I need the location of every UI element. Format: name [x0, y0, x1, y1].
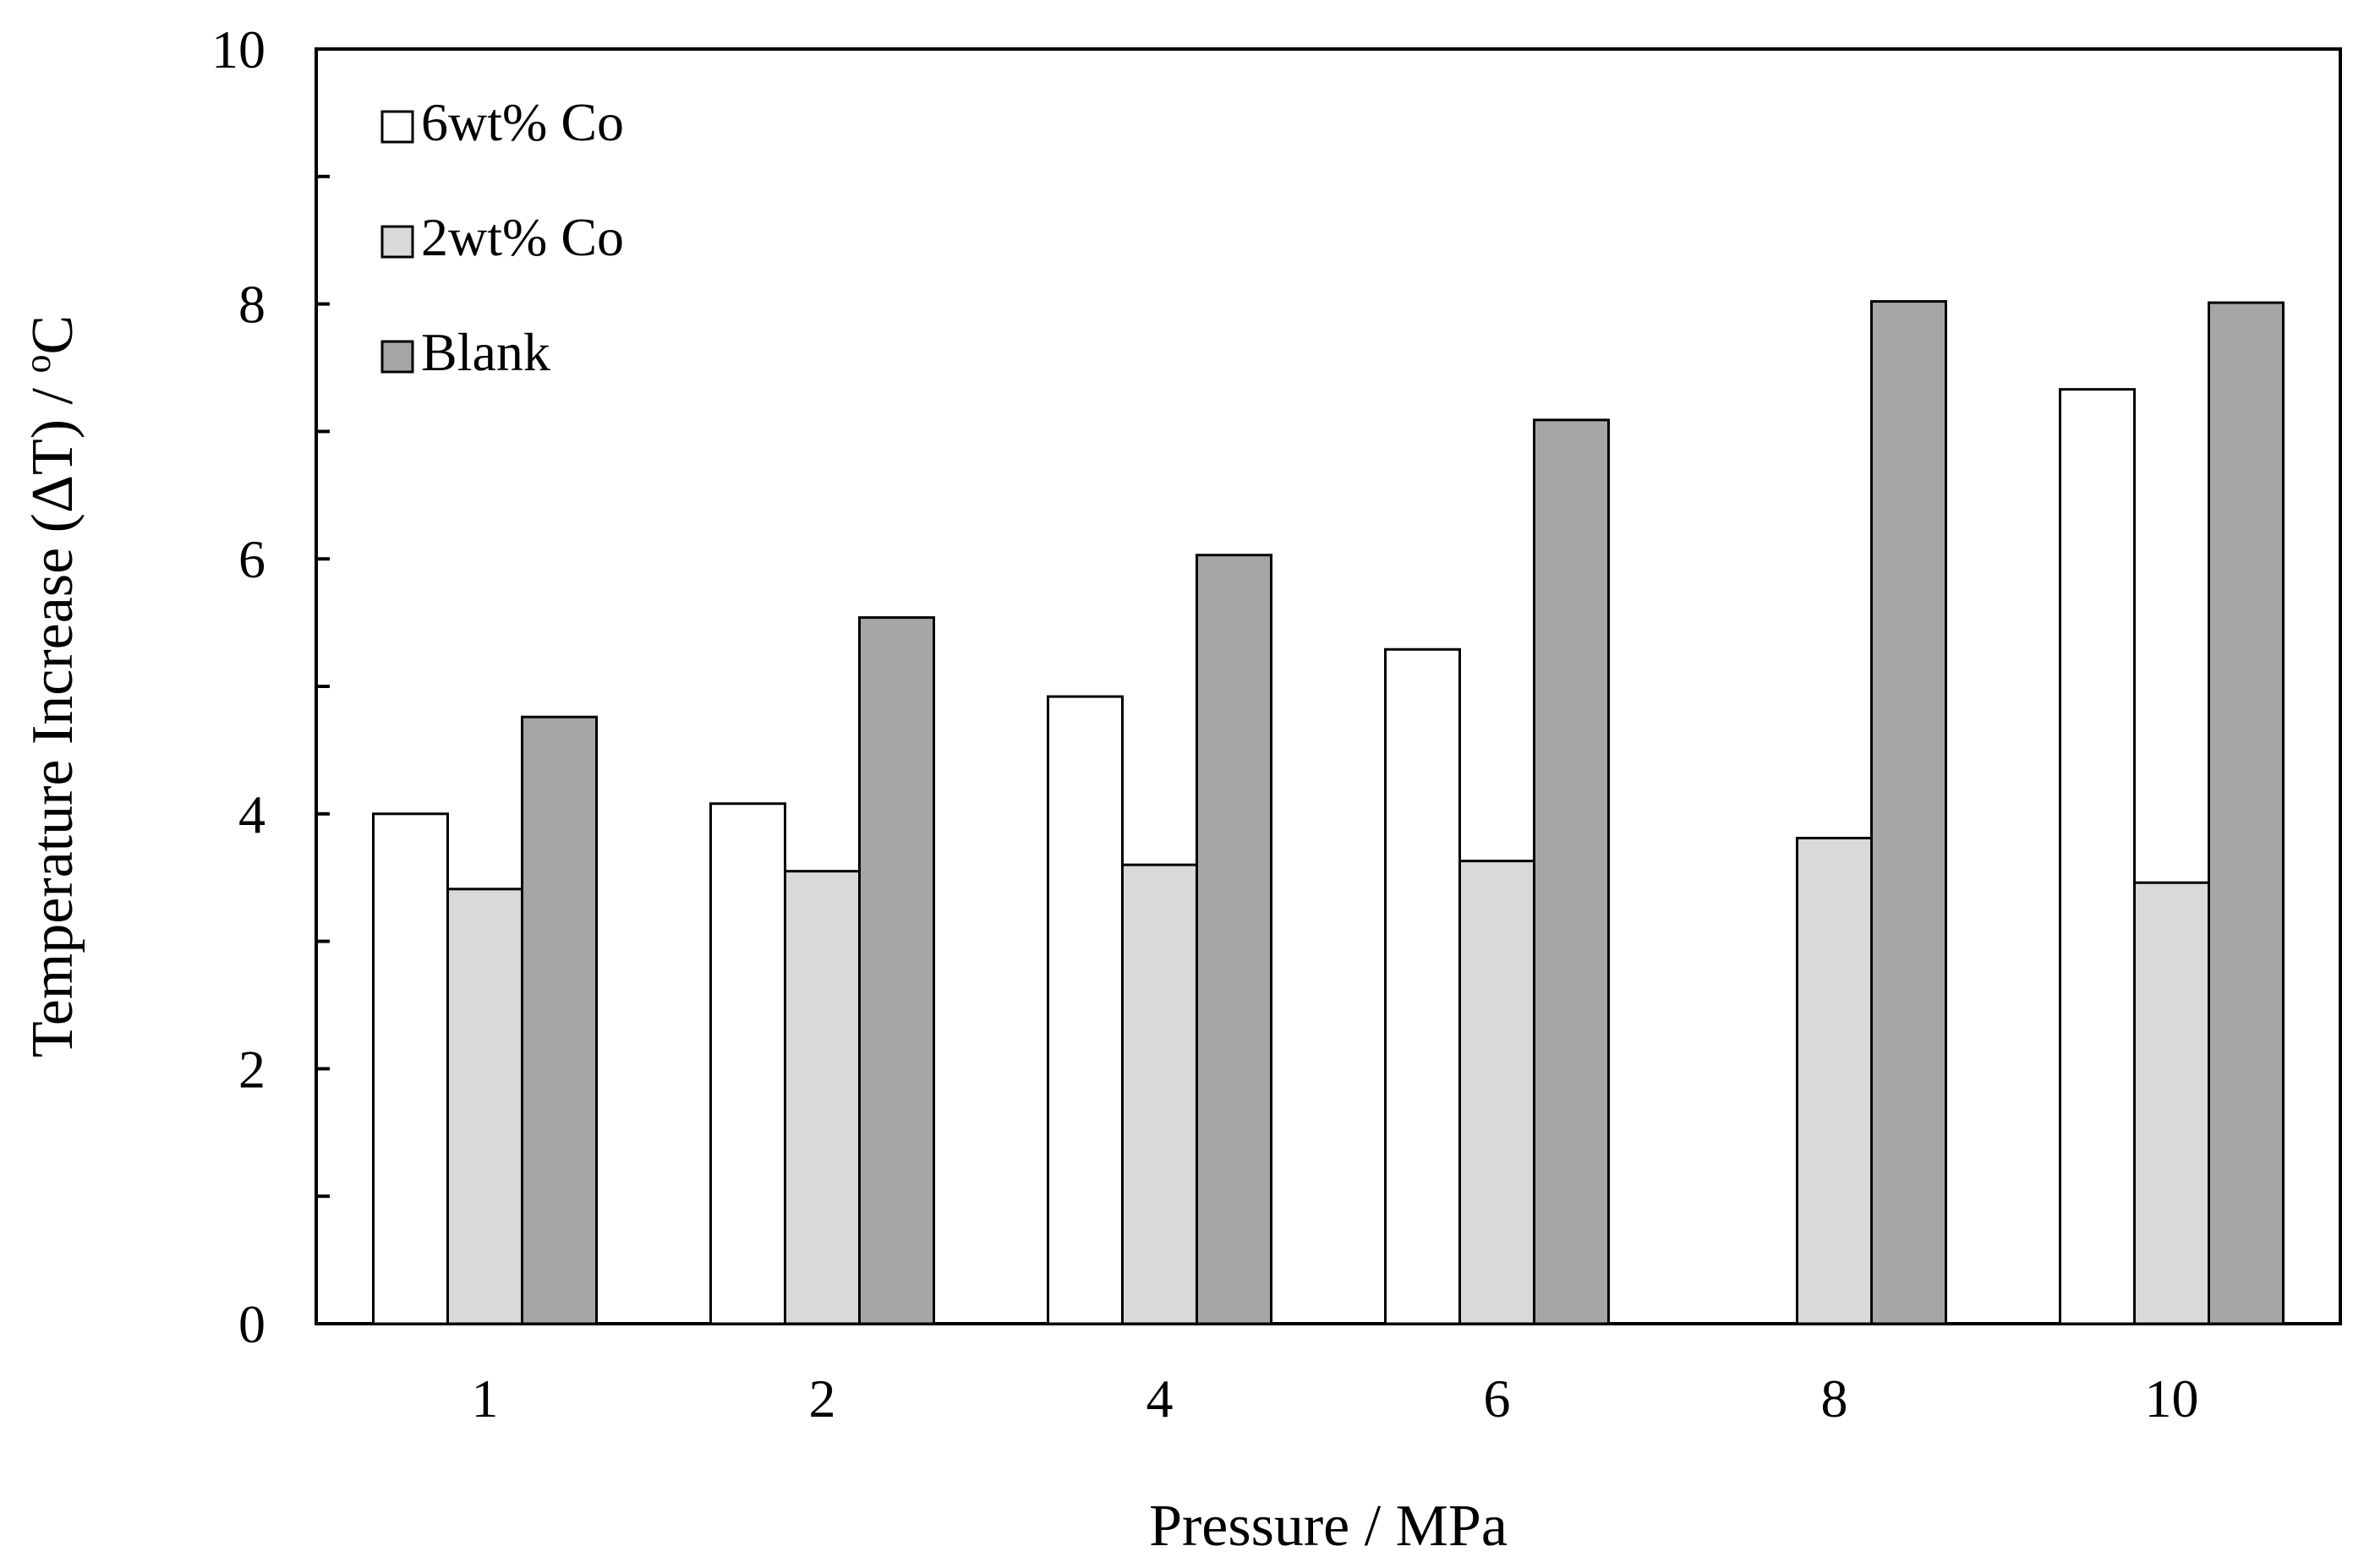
bar [858, 616, 935, 1325]
x-tick-label: 8 [1821, 1369, 1848, 1429]
y-axis-title-unit: C [20, 315, 85, 355]
bar [1384, 647, 1461, 1325]
bar [521, 715, 598, 1325]
legend-swatch [380, 225, 414, 259]
bar [1196, 554, 1272, 1325]
legend-swatch [380, 340, 414, 374]
x-axis-tick-labels: 1 2 4 6 8 10 [472, 1369, 2199, 1429]
y-axis-title-unit-superscript: o [17, 355, 58, 374]
bar [2133, 881, 2210, 1325]
bar-group [372, 300, 2285, 1325]
x-tick-label: 4 [1146, 1369, 1174, 1429]
y-tick-label: 4 [238, 784, 265, 844]
bar [709, 802, 786, 1325]
bar [372, 812, 449, 1325]
bar [1121, 863, 1198, 1325]
y-tick-label: 8 [238, 275, 265, 335]
legend-label: 6wt% Co [421, 92, 624, 152]
legend-label: Blank [421, 322, 550, 382]
y-tick-label: 0 [238, 1294, 265, 1354]
bar [1047, 695, 1124, 1325]
y-axis-tick-labels: 0 2 4 6 8 10 [211, 19, 265, 1354]
x-tick-label: 1 [472, 1369, 499, 1429]
bar [1796, 836, 1873, 1325]
y-axis-title: Temperature Increase (ΔT) / oC [17, 315, 85, 1057]
y-tick-label: 6 [238, 529, 265, 589]
y-axis-ticks [316, 47, 330, 1325]
legend-swatch [380, 110, 414, 144]
y-axis-title-main: Temperature Increase (ΔT) / [20, 374, 85, 1058]
x-axis-title: Pressure / MPa [1149, 1494, 1508, 1559]
bar [2059, 388, 2136, 1325]
y-tick-label: 10 [211, 19, 265, 79]
bar [446, 888, 523, 1325]
bar [1870, 300, 1947, 1325]
legend-label: 2wt% Co [421, 207, 624, 267]
bar [1533, 418, 1610, 1325]
y-tick-label: 2 [238, 1039, 265, 1099]
bar [784, 870, 861, 1325]
x-tick-label: 2 [809, 1369, 836, 1429]
x-tick-label: 6 [1484, 1369, 1511, 1429]
bar [2208, 301, 2285, 1325]
legend: 6wt% Co 2wt% Co Blank [380, 92, 624, 382]
x-tick-label: 10 [2145, 1369, 2199, 1429]
bar [1458, 860, 1535, 1325]
